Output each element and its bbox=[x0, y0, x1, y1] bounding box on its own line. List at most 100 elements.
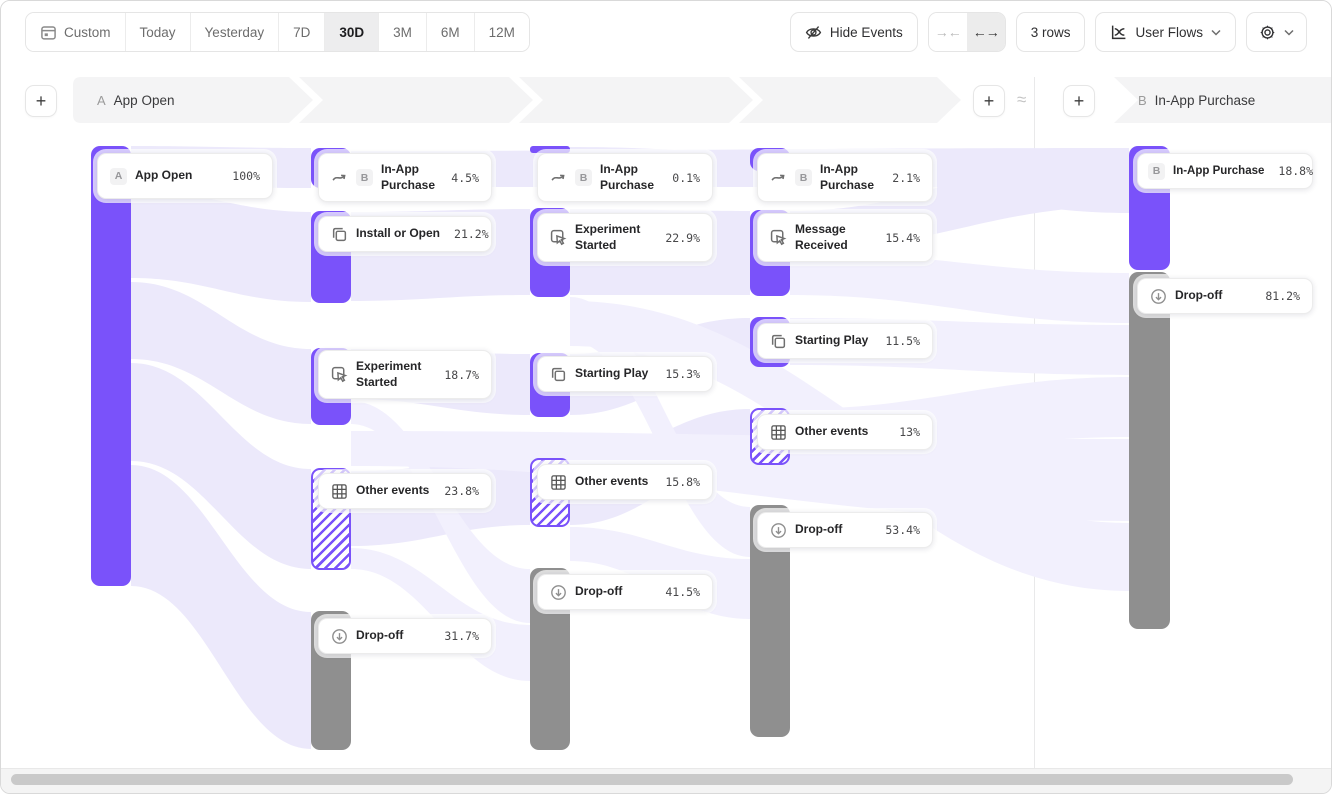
view-selector-dropdown[interactable]: User Flows bbox=[1095, 12, 1236, 52]
drop-off-icon bbox=[771, 522, 786, 538]
date-range-control: Custom Today Yesterday 7D 30D 3M 6M 12M bbox=[25, 12, 530, 52]
node-card-install-or-open[interactable]: Install or Open 21.2% bbox=[318, 216, 492, 252]
step-band-segment-4[interactable] bbox=[739, 77, 961, 123]
add-step-middle-button[interactable]: + bbox=[973, 85, 1005, 117]
drop-off-icon bbox=[332, 628, 347, 644]
add-step-right-button[interactable]: + bbox=[1063, 85, 1095, 117]
node-card-in-app-purchase-c2[interactable]: B In-App Purchase 4.5% bbox=[318, 153, 492, 203]
step-a-header[interactable]: A App Open bbox=[97, 77, 174, 123]
step-b-label: In-App Purchase bbox=[1154, 92, 1256, 108]
cursor-click-icon bbox=[550, 229, 567, 246]
node-percent: 15.4% bbox=[885, 230, 920, 245]
grid-icon bbox=[771, 424, 786, 440]
node-card-starting-play-c3[interactable]: Starting Play 15.3% bbox=[537, 356, 713, 392]
step-band-segment-2[interactable] bbox=[299, 77, 533, 123]
event-b-badge: B bbox=[795, 169, 812, 187]
node-card-message-received[interactable]: Message Received 15.4% bbox=[757, 213, 933, 263]
user-flows-icon bbox=[1112, 25, 1126, 39]
grid-icon bbox=[332, 483, 347, 499]
date-today-button[interactable]: Today bbox=[125, 13, 191, 51]
date-6m-button[interactable]: 6M bbox=[426, 13, 475, 51]
flow-bar-in-app-purchase-c3[interactable] bbox=[530, 146, 570, 153]
jump-arrow-icon bbox=[771, 174, 785, 181]
node-percent: 0.1% bbox=[672, 170, 700, 185]
node-percent: 23.8% bbox=[444, 484, 479, 498]
cursor-click-icon bbox=[770, 229, 787, 246]
node-card-drop-off-c3[interactable]: Drop-off 41.5% bbox=[537, 574, 713, 610]
node-card-other-events-c2[interactable]: Other events 23.8% bbox=[318, 473, 492, 509]
toolbar-right-group: Hide Events →← ←→ 3 rows User Flows bbox=[789, 12, 1307, 52]
node-label: In-App Purchase bbox=[820, 162, 875, 192]
node-label: App Open bbox=[135, 168, 193, 183]
date-30d-button[interactable]: 30D bbox=[325, 13, 380, 51]
node-card-drop-off-final[interactable]: Drop-off 81.2% bbox=[1137, 278, 1313, 314]
node-percent: 41.5% bbox=[665, 585, 700, 599]
grid-icon bbox=[551, 474, 566, 490]
node-card-other-events-c3[interactable]: Other events 15.8% bbox=[537, 464, 713, 500]
step-b-badge: B bbox=[1138, 92, 1147, 108]
top-toolbar: Custom Today Yesterday 7D 30D 3M 6M 12M … bbox=[1, 1, 1331, 63]
event-b-badge: B bbox=[575, 169, 592, 187]
settings-dropdown[interactable] bbox=[1246, 12, 1307, 52]
node-card-experiment-started-c2[interactable]: Experiment Started 18.7% bbox=[318, 350, 492, 400]
drop-off-icon bbox=[1151, 288, 1166, 304]
node-percent: 15.8% bbox=[665, 475, 700, 489]
node-percent: 15.3% bbox=[665, 367, 700, 381]
node-label: Experiment Started bbox=[575, 222, 641, 252]
node-card-app-open[interactable]: A App Open 100% bbox=[97, 153, 273, 199]
horizontal-scrollbar-thumb[interactable] bbox=[11, 774, 1293, 785]
node-label: Other events bbox=[795, 424, 869, 439]
copies-icon bbox=[332, 227, 347, 241]
node-card-other-events-c4[interactable]: Other events 13% bbox=[757, 414, 933, 450]
node-card-in-app-purchase-final[interactable]: B In-App Purchase 18.8% bbox=[1137, 153, 1313, 189]
node-label: Experiment Started bbox=[356, 359, 422, 389]
node-percent: 53.4% bbox=[885, 523, 920, 537]
node-card-in-app-purchase-c3[interactable]: B In-App Purchase 0.1% bbox=[537, 153, 713, 203]
node-label: In-App Purchase bbox=[381, 162, 436, 192]
expand-columns-button[interactable]: ←→ bbox=[966, 13, 1005, 51]
step-a-label: App Open bbox=[113, 92, 175, 108]
node-percent: 13% bbox=[899, 425, 920, 439]
node-label: Starting Play bbox=[575, 366, 649, 381]
jump-arrow-icon bbox=[551, 174, 565, 181]
collapse-columns-button[interactable]: →← bbox=[928, 13, 967, 51]
step-b-header[interactable]: B In-App Purchase bbox=[1138, 77, 1255, 123]
node-percent: 21.2% bbox=[454, 227, 489, 241]
gear-icon bbox=[1260, 24, 1275, 40]
step-a-badge: A bbox=[97, 92, 106, 108]
chevron-down-icon bbox=[1211, 29, 1221, 36]
node-card-starting-play-c4[interactable]: Starting Play 11.5% bbox=[757, 323, 933, 359]
collapse-expand-control: →← ←→ bbox=[927, 12, 1006, 52]
date-12m-button[interactable]: 12M bbox=[474, 13, 529, 51]
flow-bar-drop-off-final[interactable] bbox=[1129, 272, 1170, 629]
step-band-segment-b[interactable] bbox=[1114, 77, 1332, 123]
event-a-badge: A bbox=[110, 167, 127, 185]
node-label: Starting Play bbox=[795, 333, 869, 348]
date-3m-button[interactable]: 3M bbox=[379, 13, 427, 51]
horizontal-scrollbar-track[interactable] bbox=[1, 768, 1331, 793]
date-yesterday-button[interactable]: Yesterday bbox=[190, 13, 280, 51]
hide-events-button[interactable]: Hide Events bbox=[789, 12, 918, 52]
event-b-badge: B bbox=[356, 169, 373, 187]
node-card-drop-off-c4[interactable]: Drop-off 53.4% bbox=[757, 512, 933, 548]
node-percent: 11.5% bbox=[885, 334, 920, 348]
date-custom-button[interactable]: Custom bbox=[26, 13, 126, 51]
flow-bar-app-open[interactable] bbox=[91, 146, 131, 586]
step-chevron-band bbox=[73, 77, 1332, 123]
node-percent: 18.7% bbox=[444, 367, 479, 382]
node-label: In-App Purchase bbox=[1173, 164, 1265, 177]
copies-icon bbox=[551, 367, 566, 381]
hide-events-label: Hide Events bbox=[829, 24, 903, 40]
add-step-left-button[interactable]: + bbox=[25, 85, 57, 117]
node-card-drop-off-c2[interactable]: Drop-off 31.7% bbox=[318, 618, 492, 654]
eye-off-icon bbox=[805, 25, 822, 39]
jump-arrow-icon bbox=[332, 174, 346, 181]
node-card-in-app-purchase-c4[interactable]: B In-App Purchase 2.1% bbox=[757, 153, 933, 203]
rows-button[interactable]: 3 rows bbox=[1015, 12, 1086, 52]
date-custom-label: Custom bbox=[64, 24, 111, 40]
date-7d-button[interactable]: 7D bbox=[279, 13, 326, 51]
step-band-segment-1[interactable] bbox=[73, 77, 313, 123]
node-card-experiment-started-c3[interactable]: Experiment Started 22.9% bbox=[537, 213, 713, 263]
step-band-segment-3[interactable] bbox=[519, 77, 753, 123]
